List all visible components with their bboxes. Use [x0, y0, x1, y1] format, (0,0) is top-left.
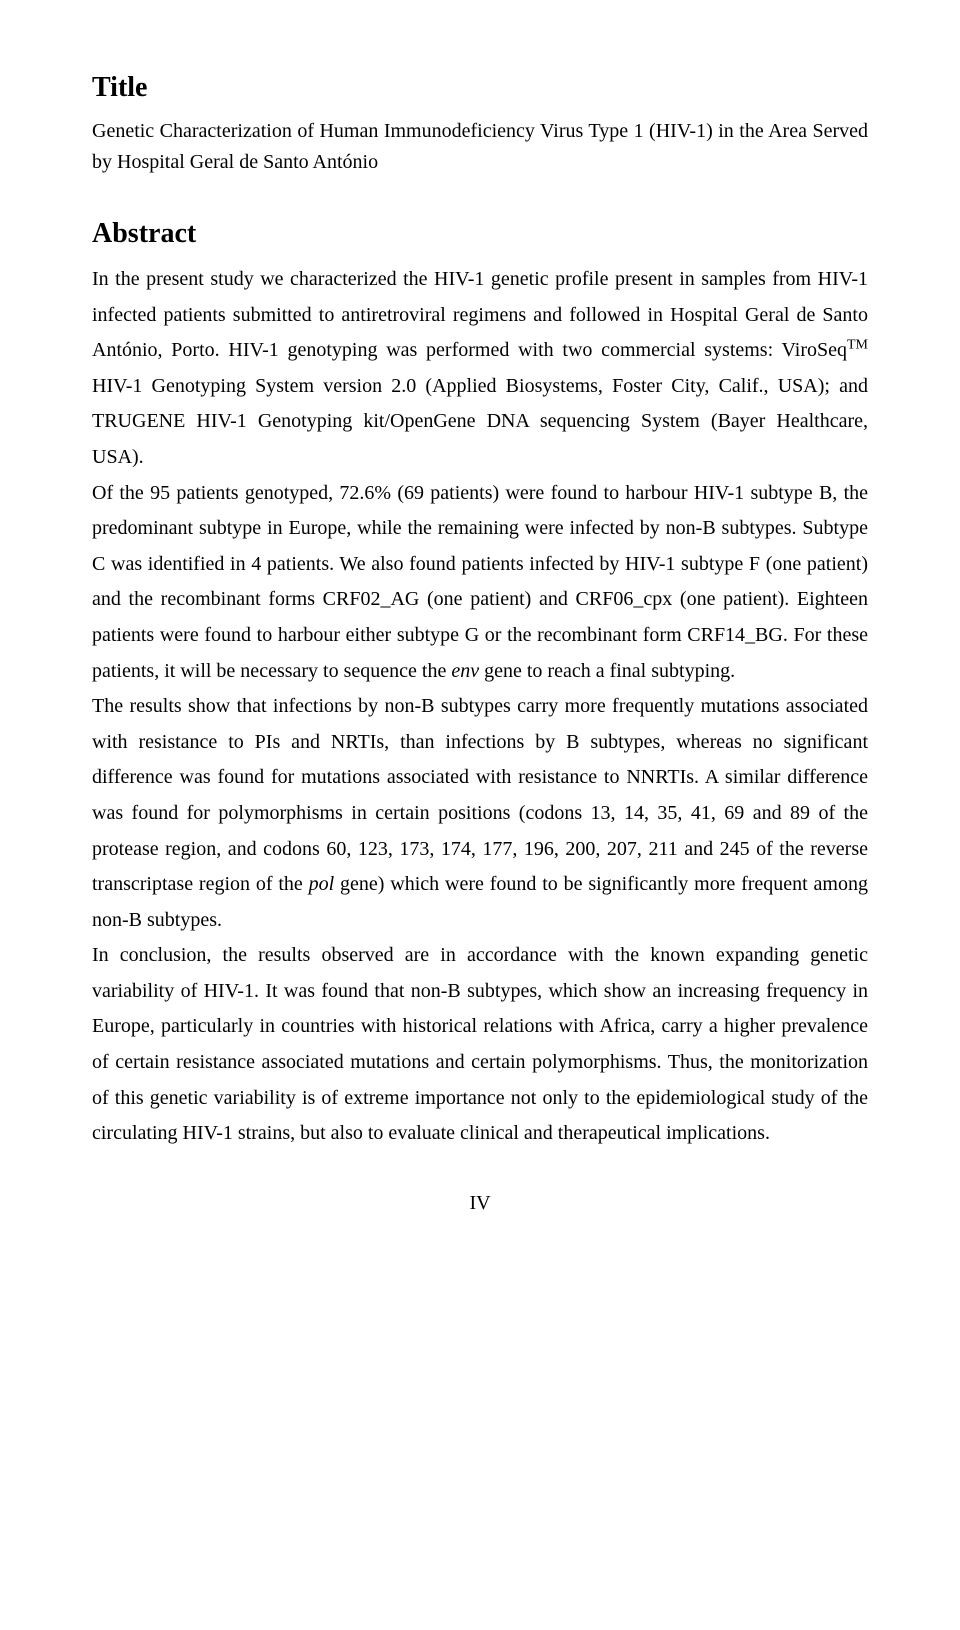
title-text: Genetic Characterization of Human Immuno…	[92, 116, 868, 178]
abstract-paragraph: In conclusion, the results observed are …	[92, 944, 868, 1144]
page-number: IV	[92, 1192, 868, 1215]
abstract-paragraph: Of the 95 patients genotyped, 72.6% (69 …	[92, 482, 868, 682]
abstract-body: In the present study we characterized th…	[92, 262, 868, 1152]
abstract-paragraph: In the present study we characterized th…	[92, 268, 868, 468]
title-heading: Title	[92, 72, 868, 104]
abstract-paragraph: The results show that infections by non-…	[92, 695, 868, 931]
abstract-heading: Abstract	[92, 218, 868, 250]
